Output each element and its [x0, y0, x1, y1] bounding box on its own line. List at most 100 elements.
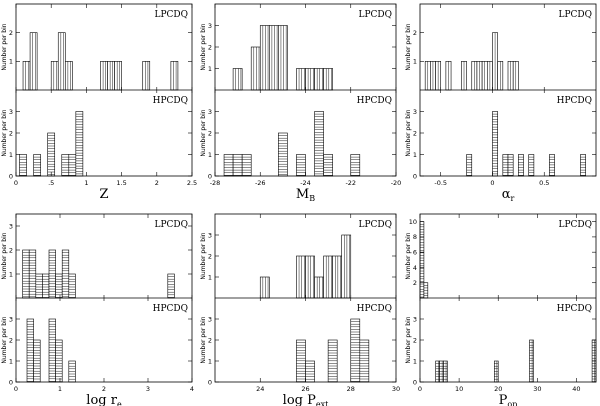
y-axis-title: Number per bin — [1, 23, 8, 70]
bar-bottom-1-rect — [26, 318, 34, 383]
y-tick-label: 3 — [413, 108, 417, 116]
bar-bottom-3 — [47, 132, 56, 177]
y-tick-label: 1 — [9, 58, 13, 66]
y-tick-label: 2 — [9, 29, 13, 37]
y-tick-label: 8 — [413, 233, 417, 241]
bar-bottom-4-rect — [350, 318, 361, 383]
x-tick-label: 40 — [572, 385, 580, 393]
x-tick-label: 0 — [14, 385, 18, 393]
bar-bottom-5 — [68, 154, 77, 177]
bar-top-1-rect — [22, 61, 31, 91]
y-tick-label: 2 — [208, 129, 212, 137]
y-tick-label: 0 — [9, 172, 13, 180]
bar-top-3 — [35, 273, 43, 299]
bar-top-7 — [341, 234, 352, 299]
x-tick-label: 1.5 — [116, 179, 126, 187]
bar-top-7 — [476, 61, 483, 91]
x-axis-title: MB — [296, 187, 315, 203]
bar-top-1 — [259, 276, 270, 299]
y-tick-label: 0 — [208, 378, 212, 386]
panel-label-top: LPCDQ — [154, 10, 188, 20]
bar-top-2 — [430, 61, 436, 91]
y-tick-label: 3 — [208, 315, 212, 323]
x-tick-label: 0 — [490, 179, 494, 187]
bar-top-3 — [259, 25, 270, 91]
panel-label-bottom: HPCDQ — [357, 96, 392, 106]
y-tick-label: 0 — [9, 378, 13, 386]
bar-bottom-6 — [528, 154, 535, 177]
bar-top-5-rect — [48, 249, 56, 299]
bar-top-7-rect — [61, 249, 70, 299]
panel-2: 1 2 3 LPCDQ 0 1 2 3 HPCDQ -28 -26 -24 -22 -20 Number p… — [200, 3, 401, 203]
bar-top-2 — [28, 249, 37, 299]
y-axis-title: Number per bin — [200, 23, 207, 70]
y-tick-label: 2 — [413, 29, 417, 37]
panel-label-bottom: HPCDQ — [153, 304, 188, 314]
y-axis-title: Number per bin — [1, 232, 8, 279]
y-axis-title: Number per bin — [200, 232, 207, 279]
y-tick-label: 1 — [413, 58, 417, 66]
x-tick-label: 2.5 — [187, 179, 197, 187]
bar-top-6-rect — [100, 61, 108, 91]
x-tick-label: 0 — [418, 385, 422, 393]
x-tick-label: -26 — [255, 179, 266, 187]
x-tick-label: 24 — [256, 385, 264, 393]
y-tick-label: 3 — [9, 315, 13, 323]
bar-bottom-3-rect — [48, 318, 56, 383]
y-tick-label: 6 — [413, 248, 417, 256]
bar-top-1-rect — [22, 249, 30, 299]
bar-top-1 — [22, 61, 31, 91]
bar-top-9 — [486, 61, 493, 91]
x-tick-label: -24 — [300, 179, 311, 187]
bar-top-6 — [471, 61, 478, 91]
bar-bottom-5 — [518, 154, 524, 177]
panel-label-top: LPCDQ — [154, 220, 188, 230]
bar-top-5 — [278, 25, 288, 91]
bar-bottom-4 — [350, 318, 361, 383]
bar-bottom-3 — [443, 360, 448, 383]
panel-label-top: LPCDQ — [358, 220, 392, 230]
bar-top-1 — [232, 68, 243, 91]
panel-3: 1 2 LPCDQ 0 1 2 3 HPCDQ -0.5 0 0.5 Number per bin Nu… — [405, 3, 597, 203]
x-tick-label: 4 — [190, 385, 194, 393]
y-tick-label: 1 — [9, 270, 13, 278]
bar-top-9 — [167, 273, 175, 299]
bar-top-3 — [50, 61, 59, 91]
x-tick-label: -28 — [210, 179, 221, 187]
bar-bottom-1 — [435, 360, 440, 383]
x-tick-label: 2 — [102, 385, 106, 393]
y-tick-label: 1 — [208, 65, 212, 73]
bar-bottom-7 — [549, 154, 555, 177]
x-tick-label: 1 — [84, 179, 88, 187]
y-tick-label: 0 — [208, 172, 212, 180]
bar-bottom-3 — [502, 154, 509, 177]
bar-bottom-7 — [323, 154, 333, 177]
bar-bottom-2 — [492, 111, 498, 177]
panel-2-top: 1 2 3 LPCDQ — [208, 10, 396, 91]
y-tick-label: 1 — [413, 151, 417, 159]
bar-top-2 — [296, 255, 306, 299]
bar-bottom-2 — [33, 154, 41, 177]
panel-label-bottom: HPCDQ — [357, 304, 392, 314]
bar-top-4 — [445, 61, 452, 91]
y-tick-label: 1 — [208, 273, 212, 281]
x-tick-label: 0.5 — [539, 179, 549, 187]
y-axis-title: Number per bin — [200, 109, 207, 156]
bar-top-8 — [114, 61, 122, 91]
x-tick-label: 30 — [392, 385, 400, 393]
y-axis-title: Number per bin — [405, 316, 412, 363]
panel-3-top: 1 2 LPCDQ — [413, 10, 596, 91]
bar-top-6 — [55, 273, 63, 299]
panel-4-bottom: 0 1 2 3 HPCDQ — [9, 304, 192, 386]
y-tick-label: 1 — [9, 151, 13, 159]
panel-4-top: 1 2 3 LPCDQ — [9, 220, 192, 299]
x-tick-label: 10 — [455, 385, 463, 393]
bar-top-11 — [497, 61, 504, 91]
bar-top-8 — [314, 68, 324, 91]
y-tick-label: 2 — [413, 129, 417, 137]
y-tick-label: 0 — [413, 378, 417, 386]
bar-top-6 — [296, 68, 306, 91]
panel-4: 1 2 3 LPCDQ 0 1 2 3 HPCDQ 0 1 2 3 4 Number per bin Numb… — [1, 213, 194, 406]
y-axis-title: Number per bin — [1, 109, 8, 156]
bar-top-10 — [492, 32, 498, 91]
